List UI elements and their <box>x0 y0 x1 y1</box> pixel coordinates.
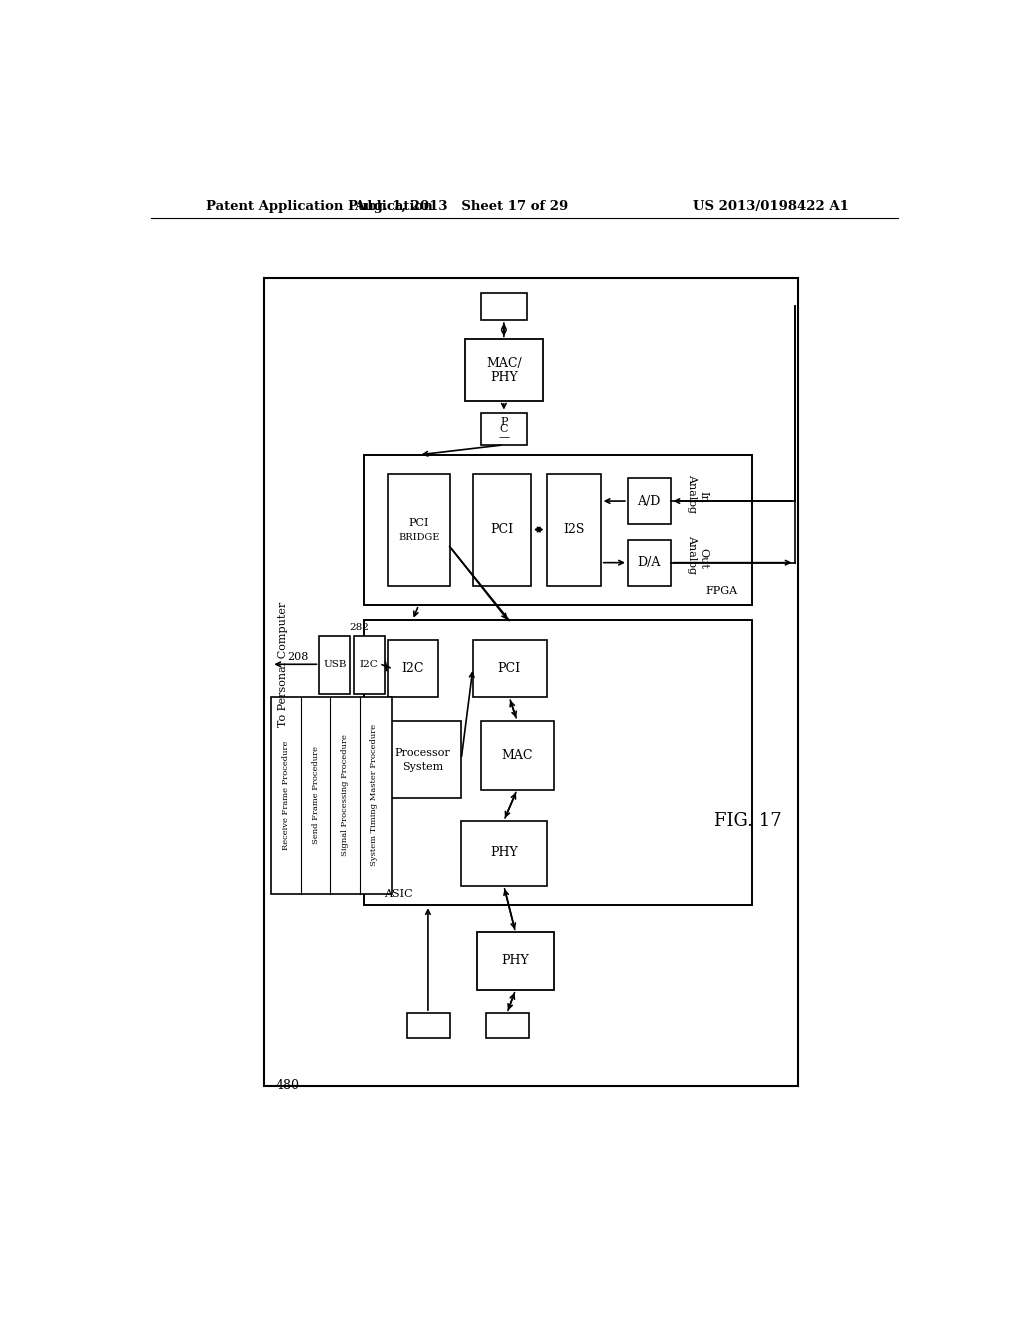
Bar <box>388 640 438 697</box>
Bar <box>480 293 527 321</box>
Bar <box>384 721 461 797</box>
Bar <box>473 474 531 586</box>
Text: FIG. 17: FIG. 17 <box>714 812 781 829</box>
Text: System: System <box>401 762 443 772</box>
Text: P: P <box>500 417 508 426</box>
Text: I2S: I2S <box>563 523 585 536</box>
Text: 480: 480 <box>275 1078 299 1092</box>
Text: MAC/: MAC/ <box>486 358 522 371</box>
Text: USB: USB <box>324 660 347 669</box>
Bar <box>407 1014 450 1038</box>
Text: Processor: Processor <box>394 748 451 758</box>
Text: US 2013/0198422 A1: US 2013/0198422 A1 <box>693 199 849 213</box>
Text: I2C: I2C <box>359 660 379 669</box>
Text: FPGA: FPGA <box>706 586 738 595</box>
Text: PCI: PCI <box>490 523 513 536</box>
Text: A/D: A/D <box>637 495 660 508</box>
Text: Analog: Analog <box>687 474 697 513</box>
Bar <box>319 636 350 693</box>
Bar <box>263 277 799 1086</box>
Text: Aug. 1, 2013   Sheet 17 of 29: Aug. 1, 2013 Sheet 17 of 29 <box>354 199 568 213</box>
Text: 282: 282 <box>349 623 369 632</box>
Text: System Timing Master Procedure: System Timing Master Procedure <box>371 725 379 866</box>
Text: PCI: PCI <box>409 519 429 528</box>
Text: PHY: PHY <box>490 371 518 384</box>
Text: MAC: MAC <box>502 748 532 762</box>
Bar <box>353 636 385 693</box>
Text: Patent Application Publication: Patent Application Publication <box>206 199 432 213</box>
Bar <box>271 697 391 894</box>
Bar <box>547 474 601 586</box>
Bar <box>480 413 527 445</box>
Bar <box>486 1014 528 1038</box>
Text: Analog: Analog <box>687 536 697 574</box>
Text: PHY: PHY <box>490 846 518 859</box>
Text: BRIDGE: BRIDGE <box>398 533 439 541</box>
Bar <box>628 540 671 586</box>
Text: To Personal Computer: To Personal Computer <box>278 602 288 727</box>
Text: I2C: I2C <box>401 661 424 675</box>
Text: Send Frame Procedure: Send Frame Procedure <box>311 746 319 845</box>
Bar <box>365 620 752 906</box>
Text: ASIC: ASIC <box>384 890 413 899</box>
Bar <box>477 932 554 990</box>
Bar <box>473 640 547 697</box>
Text: PCI: PCI <box>498 661 521 675</box>
Text: D/A: D/A <box>637 556 660 569</box>
Text: C: C <box>500 425 508 434</box>
Bar <box>628 478 671 524</box>
Text: In: In <box>698 491 708 503</box>
Bar <box>480 721 554 789</box>
Bar <box>465 339 543 401</box>
Text: Out: Out <box>698 548 708 569</box>
Bar <box>365 455 752 605</box>
Bar <box>461 821 547 886</box>
Text: —: — <box>499 432 509 442</box>
Text: 208: 208 <box>287 652 308 663</box>
Text: PHY: PHY <box>502 954 529 968</box>
Bar <box>388 474 450 586</box>
Text: Signal Processing Procedure: Signal Processing Procedure <box>341 734 349 857</box>
Text: Receive Frame Procedure: Receive Frame Procedure <box>282 741 290 850</box>
